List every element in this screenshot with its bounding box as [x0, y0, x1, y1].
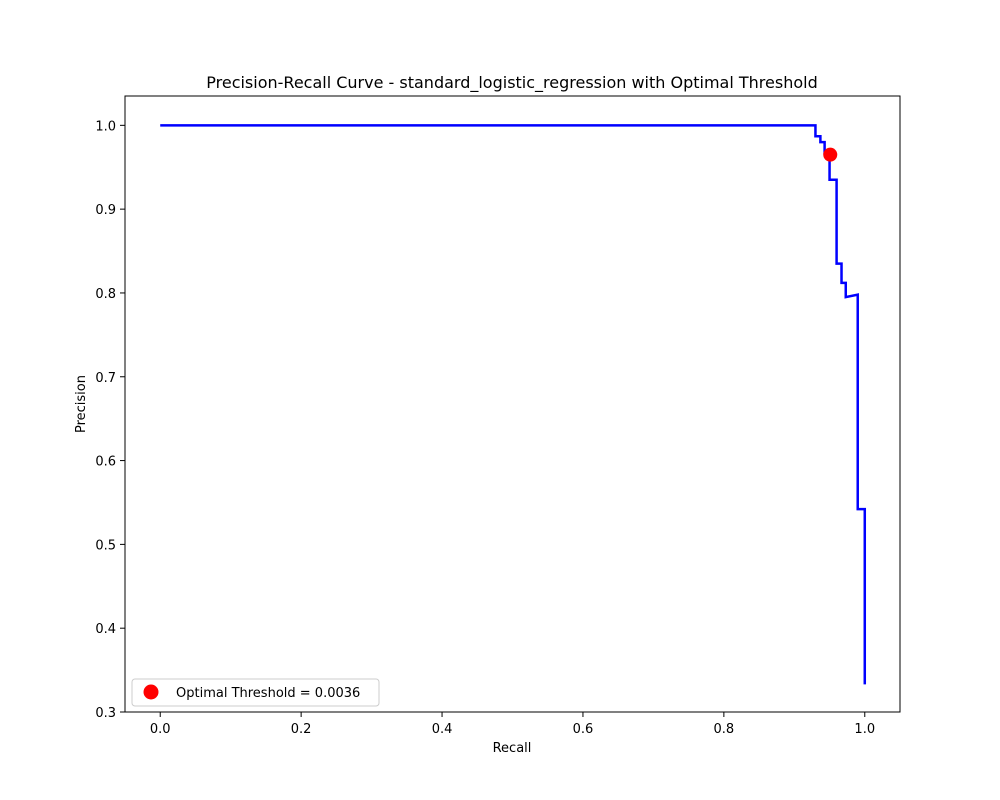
plot-area: [124, 95, 901, 713]
x-tick-label: 0.4: [432, 722, 453, 737]
y-tick-label: 0.4: [95, 622, 116, 637]
y-axis-label: Precision: [74, 375, 89, 433]
y-tick-label: 1.0: [95, 119, 116, 134]
chart-title: Precision-Recall Curve - standard_logist…: [206, 73, 818, 93]
marker-layer: [823, 147, 838, 162]
y-tick-label: 0.7: [95, 371, 116, 386]
x-axis-ticks: 0.0 0.2 0.4 0.6 0.8 1.0: [150, 712, 875, 737]
x-tick-label: 0.0: [150, 722, 171, 737]
plot-frame: [124, 95, 901, 713]
pr-curve-line: [160, 124, 867, 685]
x-tick-label: 0.8: [714, 722, 735, 737]
y-tick-label: 0.6: [95, 455, 116, 470]
x-tick-label: 0.2: [291, 722, 312, 737]
legend-box: [131, 678, 380, 707]
x-tick-label: 1.0: [854, 722, 875, 737]
x-tick-label: 0.6: [573, 722, 594, 737]
y-axis-ticks: 0.3 0.4 0.5 0.6 0.7 0.8 0.9 1.0: [95, 119, 125, 721]
legend-label: Optimal Threshold = 0.0036: [176, 686, 360, 701]
legend-marker: [143, 684, 159, 700]
y-tick-label: 0.8: [95, 287, 116, 302]
y-tick-label: 0.9: [95, 203, 116, 218]
y-tick-label: 0.5: [95, 538, 116, 553]
plot-background: [125, 96, 900, 712]
x-axis-label: Recall: [493, 741, 532, 756]
legend: Optimal Threshold = 0.0036: [131, 678, 380, 707]
y-tick-label: 0.3: [95, 706, 116, 721]
series-layer: [160, 124, 867, 685]
optimal-threshold-point: [823, 147, 838, 162]
